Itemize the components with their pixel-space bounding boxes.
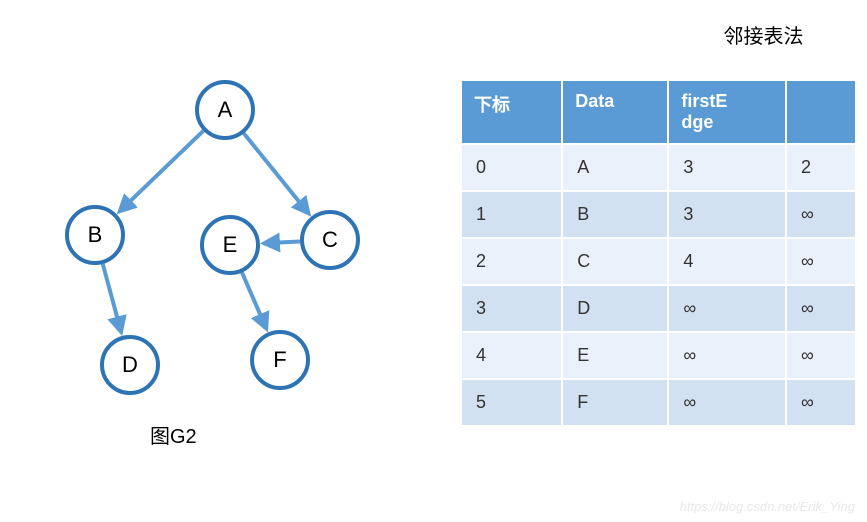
table-cell: ∞ <box>786 285 856 332</box>
table-panel: 邻接表法 下标DatafirstEdge 0A321B3∞2C4∞3D∞∞4E∞… <box>460 0 867 522</box>
adjacency-table: 下标DatafirstEdge 0A321B3∞2C4∞3D∞∞4E∞∞5F∞∞ <box>460 79 857 427</box>
graph-node-label: F <box>273 347 286 372</box>
table-cell: 3 <box>668 144 786 191</box>
table-cell: B <box>562 191 668 238</box>
table-row: 5F∞∞ <box>461 379 856 426</box>
table-cell: 4 <box>668 238 786 285</box>
table-cell: ∞ <box>668 379 786 426</box>
table-cell: 1 <box>461 191 562 238</box>
graph-node-label: D <box>122 352 138 377</box>
table-cell: A <box>562 144 668 191</box>
graph-node-label: E <box>223 232 238 257</box>
graph-edge <box>103 264 121 332</box>
table-cell: ∞ <box>786 379 856 426</box>
table-cell: C <box>562 238 668 285</box>
table-cell: 3 <box>668 191 786 238</box>
graph-node-label: C <box>322 227 338 252</box>
table-cell: 4 <box>461 332 562 379</box>
table-cell: E <box>562 332 668 379</box>
table-cell: 3 <box>461 285 562 332</box>
table-row: 4E∞∞ <box>461 332 856 379</box>
table-cell: D <box>562 285 668 332</box>
graph-edge <box>264 241 300 243</box>
graph-node-label: A <box>218 97 233 122</box>
table-cell: 5 <box>461 379 562 426</box>
table-header-cell: 下标 <box>461 80 562 144</box>
graph-edge <box>120 131 204 212</box>
table-cell: ∞ <box>786 332 856 379</box>
graph-svg: A B C E D F <box>40 60 420 440</box>
watermark: https://blog.csdn.net/Erik_Ying <box>680 499 855 514</box>
table-cell: ∞ <box>668 332 786 379</box>
graph-caption: 图G2 <box>150 420 197 449</box>
table-cell: F <box>562 379 668 426</box>
table-row: 1B3∞ <box>461 191 856 238</box>
table-row: 0A32 <box>461 144 856 191</box>
table-cell: 0 <box>461 144 562 191</box>
graph-node-label: B <box>88 222 103 247</box>
table-header-cell <box>786 80 856 144</box>
table-cell: 2 <box>786 144 856 191</box>
table-cell: ∞ <box>668 285 786 332</box>
table-row: 2C4∞ <box>461 238 856 285</box>
table-header-row: 下标DatafirstEdge <box>461 80 856 144</box>
graph-panel: A B C E D F 图G2 <box>0 0 460 522</box>
table-header-cell: firstEdge <box>668 80 786 144</box>
table-body: 0A321B3∞2C4∞3D∞∞4E∞∞5F∞∞ <box>461 144 856 426</box>
table-header-cell: Data <box>562 80 668 144</box>
graph-edge <box>242 273 266 329</box>
table-row: 3D∞∞ <box>461 285 856 332</box>
table-cell: ∞ <box>786 238 856 285</box>
graph-edge <box>244 133 309 213</box>
table-cell: ∞ <box>786 191 856 238</box>
table-cell: 2 <box>461 238 562 285</box>
page-title: 邻接表法 <box>460 20 857 49</box>
